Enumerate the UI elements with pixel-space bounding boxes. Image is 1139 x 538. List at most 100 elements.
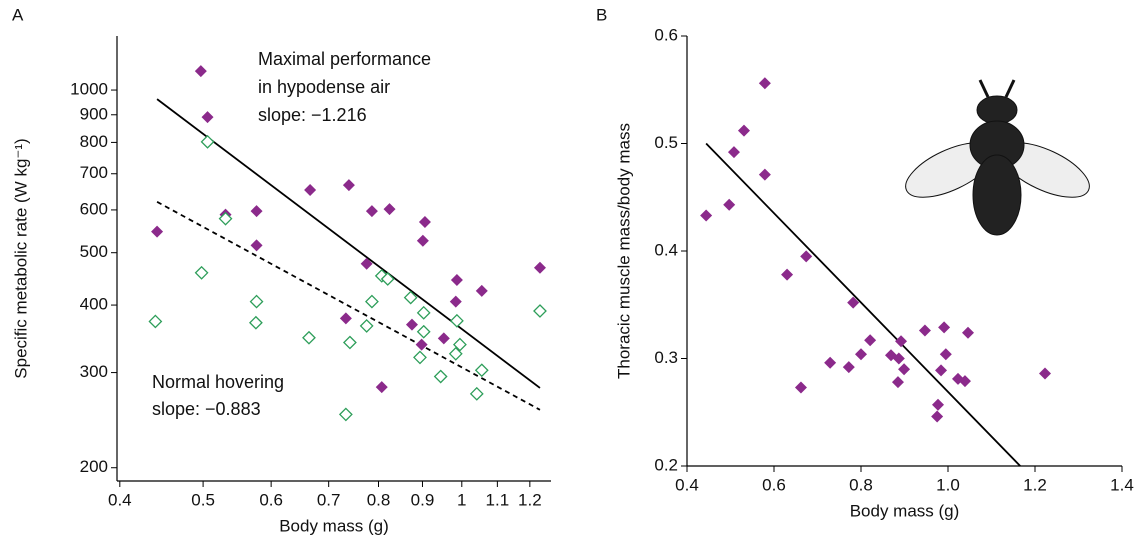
data-point xyxy=(415,338,428,351)
x-tick-label: 0.5 xyxy=(191,490,215,509)
data-point xyxy=(218,211,233,226)
data-point xyxy=(359,318,374,333)
data-point xyxy=(892,352,905,365)
data-point xyxy=(416,324,431,339)
data-point xyxy=(249,294,264,309)
data-point xyxy=(413,350,427,365)
y-tick-label: 0.6 xyxy=(654,25,678,44)
annotation: Normal hovering xyxy=(152,372,284,392)
x-tick-label: 1 xyxy=(457,490,466,509)
data-point xyxy=(891,376,904,389)
data-point xyxy=(383,203,396,216)
data-point xyxy=(449,313,464,328)
x-tick-label: 0.4 xyxy=(108,490,132,509)
data-point xyxy=(342,179,355,192)
data-point xyxy=(958,375,971,388)
data-point xyxy=(449,295,462,308)
data-point xyxy=(475,284,488,297)
annotation: slope: −0.883 xyxy=(152,399,261,419)
data-point xyxy=(898,363,911,376)
data-point xyxy=(418,215,431,228)
data-point xyxy=(758,168,771,181)
data-point xyxy=(194,65,207,78)
data-point xyxy=(339,312,352,325)
x-tick-label: 1.2 xyxy=(518,490,542,509)
data-point xyxy=(962,326,975,339)
panel-label: B xyxy=(596,5,607,24)
data-point xyxy=(365,294,379,309)
y-tick-label: 300 xyxy=(80,362,108,381)
data-point xyxy=(800,250,813,263)
data-point xyxy=(847,296,860,309)
y-tick-label: 0.3 xyxy=(654,348,678,367)
data-point xyxy=(338,407,353,422)
data-point xyxy=(403,290,418,305)
x-tick-label: 1.2 xyxy=(1023,475,1047,494)
data-point xyxy=(201,111,214,124)
bee-illustration xyxy=(905,79,1090,236)
y-tick-label: 600 xyxy=(80,199,108,218)
data-point xyxy=(405,318,418,331)
data-point xyxy=(533,304,547,318)
x-tick-label: 1.1 xyxy=(486,490,510,509)
x-tick-label: 0.6 xyxy=(259,490,283,509)
data-point xyxy=(453,337,467,352)
data-point xyxy=(194,265,209,280)
data-point xyxy=(727,146,740,159)
x-tick-label: 0.7 xyxy=(317,490,341,509)
data-point xyxy=(416,234,429,247)
y-tick-label: 1000 xyxy=(70,80,108,99)
data-point xyxy=(723,198,736,211)
data-point xyxy=(416,305,431,320)
data-point xyxy=(248,315,263,330)
y-tick-label: 0.4 xyxy=(654,240,678,259)
x-tick-label: 1.0 xyxy=(936,475,960,494)
data-point xyxy=(250,239,263,252)
y-axis-label: Specific metabolic rate (W kg⁻¹) xyxy=(11,138,30,378)
fit-line xyxy=(705,142,1021,467)
x-tick-label: 1.4 xyxy=(1110,475,1134,494)
data-point xyxy=(737,124,750,137)
fit-line xyxy=(156,98,541,389)
y-tick-label: 0.2 xyxy=(654,455,678,474)
y-tick-label: 800 xyxy=(80,132,108,151)
data-point xyxy=(700,209,713,222)
data-point xyxy=(360,257,373,270)
data-point xyxy=(895,335,908,348)
y-tick-label: 900 xyxy=(80,104,108,123)
data-point xyxy=(864,334,877,347)
data-point xyxy=(918,324,931,337)
annotation: Maximal performance xyxy=(258,49,431,69)
data-point xyxy=(469,386,484,401)
data-point xyxy=(824,356,837,369)
x-tick-label: 0.8 xyxy=(849,475,873,494)
data-point xyxy=(148,314,163,329)
data-point xyxy=(200,134,215,149)
data-point xyxy=(758,77,771,90)
x-tick-label: 0.8 xyxy=(367,490,391,509)
data-point xyxy=(474,363,489,378)
data-point xyxy=(931,410,944,423)
data-point xyxy=(935,364,948,377)
data-point xyxy=(842,361,855,374)
panel-label: A xyxy=(12,5,24,24)
annotation: slope: −1.216 xyxy=(258,105,367,125)
data-point xyxy=(342,335,357,350)
x-axis-label: Body mass (g) xyxy=(279,516,389,535)
y-tick-label: 400 xyxy=(80,295,108,314)
data-point xyxy=(433,369,448,384)
data-point xyxy=(304,184,317,197)
data-point xyxy=(448,346,463,361)
data-point xyxy=(302,330,316,345)
fit-line xyxy=(156,201,541,411)
data-point xyxy=(533,261,546,274)
data-point xyxy=(794,381,807,394)
data-point xyxy=(250,205,263,218)
x-tick-label: 0.6 xyxy=(762,475,786,494)
data-point xyxy=(151,225,164,238)
data-point xyxy=(437,332,450,345)
data-point xyxy=(781,268,794,281)
x-tick-label: 0.4 xyxy=(675,475,699,494)
